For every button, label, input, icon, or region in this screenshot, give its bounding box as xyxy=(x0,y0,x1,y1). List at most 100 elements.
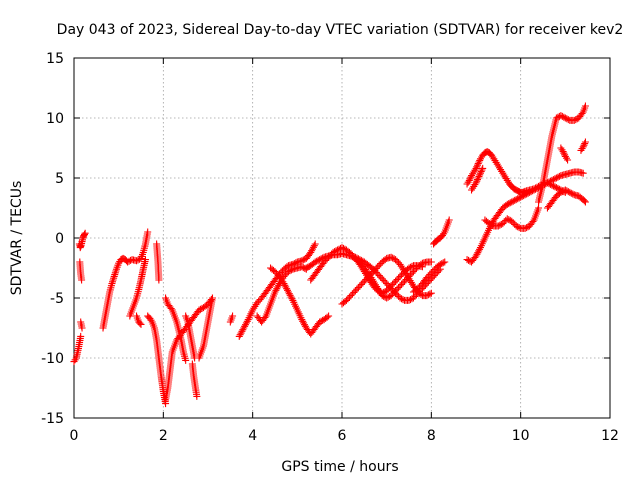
data-point xyxy=(479,164,487,172)
data-point xyxy=(389,286,397,294)
x-tick-label: 6 xyxy=(338,428,347,444)
data-point xyxy=(353,285,361,293)
data-point xyxy=(398,280,406,288)
data-point xyxy=(316,318,324,326)
data-point xyxy=(399,279,407,287)
data-point xyxy=(509,197,517,205)
data-point xyxy=(465,176,473,184)
data-point xyxy=(311,240,319,248)
data-point xyxy=(551,183,559,191)
data-point xyxy=(424,272,432,280)
data-point xyxy=(182,356,190,364)
data-point xyxy=(384,281,392,289)
series-arc-23 xyxy=(409,258,449,296)
chart-title: Day 043 of 2023, Sidereal Day-to-day VTE… xyxy=(57,22,624,38)
data-point xyxy=(229,312,237,320)
data-point xyxy=(580,141,588,149)
data-point xyxy=(125,257,133,265)
data-point xyxy=(390,279,398,287)
data-point xyxy=(427,289,435,297)
data-point xyxy=(512,222,520,230)
data-point xyxy=(555,172,563,180)
data-point xyxy=(505,216,513,224)
data-point xyxy=(415,283,423,291)
data-point xyxy=(357,256,365,264)
data-point xyxy=(133,257,141,265)
data-point xyxy=(515,194,523,202)
data-point xyxy=(392,277,400,285)
data-marks xyxy=(70,102,589,408)
data-point xyxy=(476,245,484,253)
data-point xyxy=(441,258,449,266)
data-point xyxy=(298,263,306,271)
data-point xyxy=(472,179,480,187)
data-point xyxy=(548,176,556,184)
data-point xyxy=(195,306,203,314)
data-point xyxy=(155,276,163,284)
data-point xyxy=(429,267,437,275)
data-point xyxy=(197,305,205,313)
data-point xyxy=(518,192,526,200)
data-point xyxy=(387,292,395,300)
data-point xyxy=(485,220,493,228)
series-arc-12 xyxy=(182,312,199,362)
data-point xyxy=(284,268,292,276)
data-point xyxy=(488,221,496,229)
data-point xyxy=(426,290,434,298)
data-point xyxy=(557,112,565,120)
data-point xyxy=(298,257,306,265)
data-point xyxy=(570,116,578,124)
data-point xyxy=(561,114,569,122)
data-point xyxy=(317,255,325,263)
data-point xyxy=(322,256,330,264)
data-point xyxy=(396,272,404,280)
data-point xyxy=(338,244,346,252)
data-point xyxy=(78,324,86,332)
y-tick-label: -5 xyxy=(50,291,64,307)
data-point xyxy=(253,299,261,307)
data-point xyxy=(311,258,319,266)
series-arc-27 xyxy=(463,168,587,266)
data-point xyxy=(500,218,508,226)
data-point xyxy=(77,332,85,340)
data-point xyxy=(424,291,432,299)
data-point xyxy=(426,270,434,278)
data-point xyxy=(377,273,385,281)
data-point xyxy=(580,197,588,205)
data-point xyxy=(478,166,486,174)
x-tick-label: 4 xyxy=(248,428,257,444)
data-point xyxy=(345,293,353,301)
data-point xyxy=(395,284,403,292)
data-point xyxy=(286,267,294,275)
data-point xyxy=(381,278,389,286)
data-point xyxy=(523,190,531,198)
data-point xyxy=(559,148,567,156)
data-point xyxy=(323,313,331,321)
x-tick-label: 0 xyxy=(70,428,79,444)
data-point xyxy=(532,185,540,193)
data-point xyxy=(512,196,520,204)
data-point xyxy=(323,255,331,263)
data-point xyxy=(473,176,481,184)
y-tick-label: 10 xyxy=(46,111,64,127)
data-point xyxy=(384,293,392,301)
data-point xyxy=(409,294,417,302)
data-point xyxy=(509,219,517,227)
series-arc-30 xyxy=(543,186,589,212)
data-point xyxy=(354,284,362,292)
x-tick-label: 10 xyxy=(512,428,530,444)
data-point xyxy=(375,261,383,269)
data-point xyxy=(558,112,566,120)
data-point xyxy=(439,259,447,267)
data-point xyxy=(581,138,589,146)
data-point xyxy=(351,253,359,261)
series-arc-07 xyxy=(133,312,145,328)
data-point xyxy=(350,288,358,296)
data-point xyxy=(272,269,280,277)
data-point xyxy=(80,230,88,238)
data-point xyxy=(374,263,382,271)
data-point xyxy=(288,295,296,303)
x-axis-label: GPS time / hours xyxy=(281,459,398,475)
data-point xyxy=(313,257,321,265)
data-point xyxy=(427,269,435,277)
